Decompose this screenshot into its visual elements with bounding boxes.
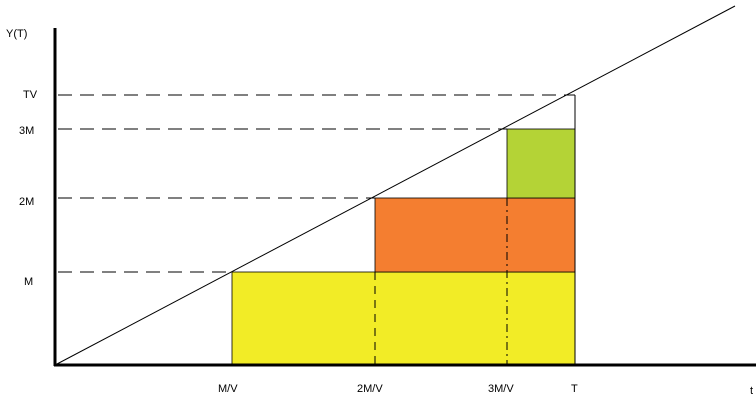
block-orange (374, 197, 576, 273)
diagonal-line (56, 5, 736, 365)
x-tick-3m-v: 3M/V (488, 383, 514, 395)
y-tick-3m: 3M (19, 125, 34, 137)
block-yellow (231, 271, 576, 365)
x-tick-2m-v: 2M/V (357, 383, 383, 395)
y-tick-m: M (24, 276, 33, 288)
x-tick-m-v: M/V (218, 383, 238, 395)
x-axis-label: t (750, 385, 753, 397)
x-tick-t: T (571, 383, 578, 395)
y-axis-label: Y(T) (6, 28, 27, 40)
block-green (506, 128, 576, 199)
y-tick-tv: TV (23, 89, 38, 101)
y-tick-2m: 2M (19, 196, 34, 208)
